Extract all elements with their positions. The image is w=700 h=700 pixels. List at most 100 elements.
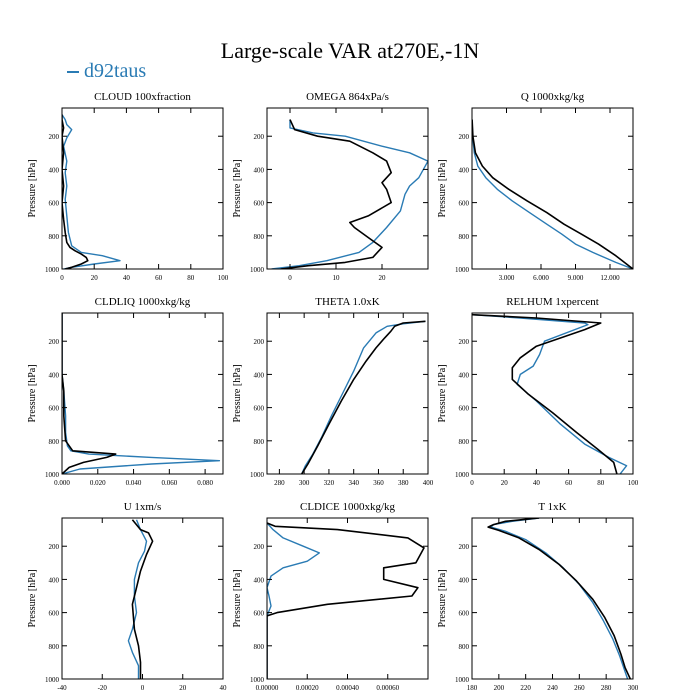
y-tick-label: 200	[49, 543, 60, 551]
subplot-title: OMEGA 864xPa/s	[306, 91, 389, 103]
y-axis-label: Pressure [hPa]	[27, 159, 38, 217]
x-tick-label: 0	[288, 274, 292, 282]
x-tick-label: 0	[470, 479, 474, 487]
y-tick-label: 200	[459, 338, 470, 346]
x-tick-label: 10	[333, 274, 341, 282]
y-tick-label: 400	[254, 166, 265, 174]
x-tick-label: 20	[501, 479, 509, 487]
x-tick-label: 20	[179, 684, 187, 692]
subplot-title: RELHUM 1xpercent	[506, 296, 599, 308]
y-axis-label: Pressure [hPa]	[437, 364, 448, 422]
legend: d92taus	[67, 60, 146, 83]
x-tick-label: 220	[520, 684, 531, 692]
y-tick-label: 800	[459, 438, 470, 446]
y-tick-label: 800	[254, 643, 265, 651]
x-tick-label: 3.000	[499, 274, 515, 282]
legend-label: d92taus	[84, 60, 147, 82]
y-tick-label: 200	[254, 338, 265, 346]
plot-frame	[471, 312, 634, 475]
y-tick-label: 400	[49, 371, 60, 379]
y-tick-label: 1000	[45, 266, 60, 274]
x-tick-label: 0.00000	[256, 684, 279, 692]
subplot-title: T 1xK	[538, 501, 566, 513]
subplot-title: CLOUD 100xfraction	[94, 91, 191, 103]
y-tick-label: 400	[49, 576, 60, 584]
y-tick-label: 800	[49, 233, 60, 241]
y-tick-label: 400	[459, 576, 470, 584]
subplot-title: Q 1000xkg/kg	[521, 91, 585, 103]
x-tick-label: 180	[467, 684, 478, 692]
subplot-9: T 1xK Pressure [hPa] 180 200 220 240 260 280 300…	[437, 501, 639, 692]
y-axis-label: Pressure [hPa]	[232, 569, 243, 627]
x-tick-label: -20	[98, 684, 108, 692]
y-tick-label: 800	[459, 233, 470, 241]
plot-frame	[61, 312, 224, 475]
plot-frame	[61, 107, 224, 270]
x-tick-label: 320	[324, 479, 335, 487]
subplot-7: U 1xm/s Pressure [hPa] -40 -20 0 20 40 200 400 60…	[27, 501, 227, 692]
y-tick-label: 1000	[455, 471, 470, 479]
series-line-1	[62, 114, 121, 269]
plot-frame	[471, 517, 634, 680]
x-tick-label: 40	[533, 479, 541, 487]
x-tick-label: 80	[187, 274, 195, 282]
y-tick-label: 200	[49, 133, 60, 141]
y-tick-label: 200	[459, 133, 470, 141]
series-line-1	[472, 314, 628, 474]
y-tick-label: 600	[459, 405, 470, 413]
x-tick-label: 80	[597, 479, 605, 487]
figure-title: Large-scale VAR at270E,-1N	[220, 38, 480, 63]
x-tick-label: 100	[628, 479, 639, 487]
y-tick-label: 200	[254, 543, 265, 551]
series-line-2	[280, 119, 393, 269]
series-line-1	[127, 519, 148, 679]
y-tick-label: 400	[459, 371, 470, 379]
x-tick-label: 20	[379, 274, 387, 282]
y-tick-label: 1000	[250, 471, 265, 479]
x-tick-label: 9.000	[568, 274, 584, 282]
x-tick-label: 0.020	[90, 479, 106, 487]
subplot-3: Q 1000xkg/kg Pressure [hPa] 3.000 6.000 9.00…	[437, 91, 634, 282]
y-tick-label: 600	[49, 610, 60, 618]
x-tick-label: 300	[299, 479, 310, 487]
y-axis-label: Pressure [hPa]	[437, 569, 448, 627]
y-tick-label: 400	[459, 166, 470, 174]
x-tick-label: 0.00020	[296, 684, 319, 692]
y-tick-label: 200	[49, 338, 60, 346]
x-tick-label: 40	[220, 684, 228, 692]
subplot-title: U 1xm/s	[124, 501, 162, 513]
x-tick-label: 280	[274, 479, 285, 487]
y-tick-label: 600	[254, 610, 265, 618]
subplot-6: RELHUM 1xpercent Pressure [hPa] 0 20 40 60 80 1…	[437, 296, 639, 487]
x-tick-label: 0.040	[126, 479, 142, 487]
plot-frame	[266, 517, 429, 680]
plot-frame	[61, 517, 224, 680]
y-tick-label: 200	[254, 133, 265, 141]
series-line-1	[301, 320, 426, 474]
series-line-2	[62, 313, 117, 474]
series-line-2	[487, 518, 632, 679]
x-tick-label: 0.00060	[376, 684, 399, 692]
y-axis-label: Pressure [hPa]	[27, 569, 38, 627]
y-tick-label: 600	[254, 200, 265, 208]
legend-swatch	[67, 71, 79, 74]
x-tick-label: 0	[141, 684, 145, 692]
subplot-4: CLDLIQ 1000xkg/kg Pressure [hPa] 0.000 0.02…	[27, 296, 224, 487]
series-line-2	[472, 313, 618, 474]
series-line-1	[271, 119, 428, 269]
x-tick-label: 100	[218, 274, 229, 282]
y-tick-label: 400	[254, 576, 265, 584]
y-tick-label: 400	[254, 371, 265, 379]
x-tick-label: 6.000	[533, 274, 549, 282]
x-tick-label: 0.060	[161, 479, 177, 487]
x-tick-label: 0.080	[197, 479, 213, 487]
y-tick-label: 800	[49, 438, 60, 446]
x-tick-label: -40	[57, 684, 67, 692]
y-tick-label: 600	[49, 405, 60, 413]
y-tick-label: 1000	[455, 266, 470, 274]
y-tick-label: 800	[459, 643, 470, 651]
y-tick-label: 800	[254, 438, 265, 446]
x-tick-label: 360	[373, 479, 384, 487]
x-tick-label: 340	[348, 479, 359, 487]
